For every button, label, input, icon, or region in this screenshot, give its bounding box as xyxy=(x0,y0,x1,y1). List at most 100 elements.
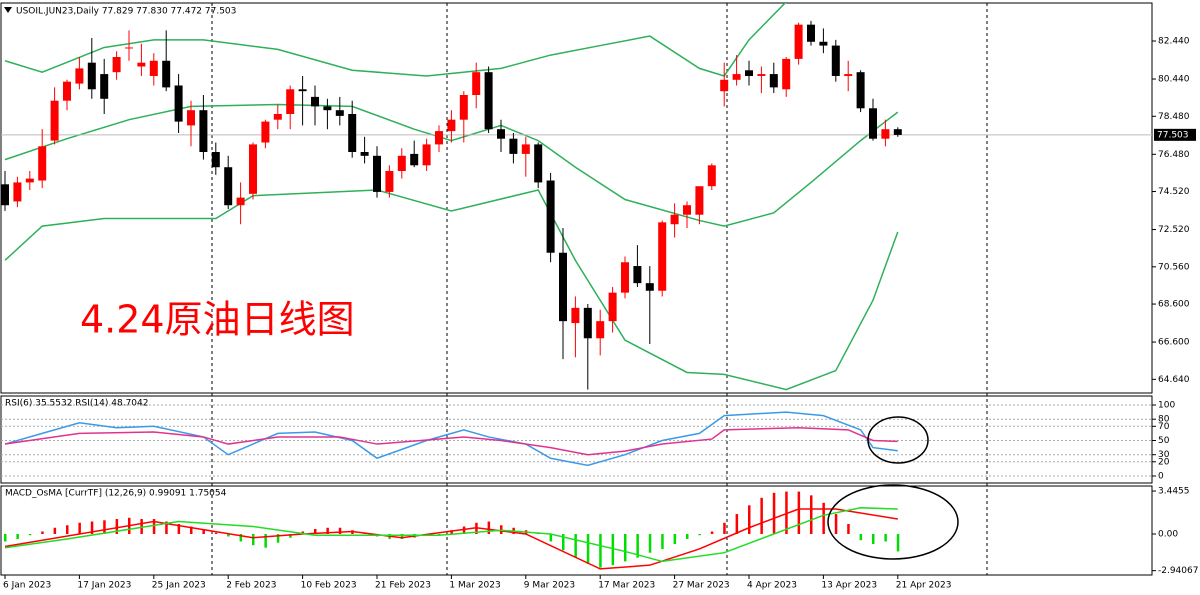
candle-body xyxy=(459,94,468,120)
candle-body xyxy=(50,100,59,141)
candle-body xyxy=(794,24,803,59)
y-tick-label: 100 xyxy=(1158,401,1175,411)
candle-body xyxy=(757,74,766,76)
histogram-bar xyxy=(289,533,292,538)
chart-title: USOIL.JUN23,Daily 77.829 77.830 77.472 7… xyxy=(16,7,236,17)
candle-body xyxy=(199,110,208,153)
y-tick-label: 80.440 xyxy=(1158,75,1190,85)
y-tick-label: 0 xyxy=(1158,472,1164,482)
candle-body xyxy=(335,110,344,116)
candle-body xyxy=(720,79,729,92)
x-tick-label: 21 Apr 2023 xyxy=(896,581,952,591)
histogram-bar xyxy=(599,533,602,568)
histogram-bar xyxy=(140,519,143,534)
candle-body xyxy=(707,165,716,187)
histogram-bar xyxy=(66,525,69,534)
y-tick-label: 78.480 xyxy=(1158,112,1190,122)
candle-body xyxy=(1,184,9,206)
histogram-bar xyxy=(165,521,168,534)
y-tick-label: 74.520 xyxy=(1158,187,1190,197)
panel-title: MACD_OsMA [CurrTF] (12,26,9) 0.99091 1.7… xyxy=(5,489,227,499)
histogram-bar xyxy=(314,529,317,534)
x-tick-label: 13 Apr 2023 xyxy=(821,581,877,591)
histogram-bar xyxy=(90,521,94,534)
candle-body xyxy=(472,72,481,95)
histogram-bar xyxy=(797,491,801,534)
histogram-bar xyxy=(16,533,19,539)
histogram-bar xyxy=(760,497,763,534)
histogram-bar xyxy=(859,533,863,541)
candle-body xyxy=(13,182,22,202)
x-tick-label: 21 Feb 2023 xyxy=(375,581,431,591)
candle-body xyxy=(187,110,195,126)
y-tick-label: 30 xyxy=(1158,450,1170,460)
candle-body xyxy=(745,70,753,76)
histogram-bar xyxy=(338,527,342,534)
x-tick-label: 9 Mar 2023 xyxy=(524,581,575,591)
histogram-bar xyxy=(462,526,466,534)
x-tick-label: 27 Mar 2023 xyxy=(673,581,730,591)
candle-body xyxy=(261,121,270,143)
y-tick-label: 50 xyxy=(1158,436,1170,446)
histogram-bar xyxy=(847,524,850,534)
x-tick-label: 25 Jan 2023 xyxy=(152,581,206,591)
histogram-bar xyxy=(648,533,652,553)
histogram-bar xyxy=(686,533,689,539)
y-tick-label: 72.520 xyxy=(1158,225,1190,235)
histogram-bar xyxy=(586,533,590,564)
histogram-bar xyxy=(748,505,751,534)
histogram-bar xyxy=(202,529,205,534)
candle-body xyxy=(311,96,319,107)
histogram-bar xyxy=(673,533,677,544)
histogram-bar xyxy=(214,532,218,534)
candle-body xyxy=(112,56,121,73)
candle-body xyxy=(521,144,530,154)
histogram-bar xyxy=(252,533,255,546)
candle-body xyxy=(596,321,605,339)
candle-body xyxy=(249,144,257,194)
x-tick-label: 10 Feb 2023 xyxy=(301,581,357,591)
x-tick-label: 4 Apr 2023 xyxy=(747,581,797,591)
y-tick-label: 0.00 xyxy=(1158,529,1178,539)
candle-body xyxy=(819,41,828,46)
candle-body xyxy=(559,252,567,322)
current-price-tag xyxy=(1154,128,1196,141)
candle-body xyxy=(583,307,592,339)
y-tick-label: 70 xyxy=(1158,422,1170,432)
y-tick-label: 82.440 xyxy=(1158,37,1190,47)
candle-body xyxy=(621,262,629,293)
rsi-panel xyxy=(0,395,1153,484)
candle-body xyxy=(422,144,431,166)
candle-body xyxy=(348,113,357,153)
histogram-bar xyxy=(326,527,329,534)
candle-body xyxy=(435,131,443,145)
candle-body xyxy=(856,72,865,109)
y-tick-label: 80 xyxy=(1158,415,1170,425)
candle-body xyxy=(645,283,654,291)
rsi-line xyxy=(4,411,898,467)
candle-body xyxy=(782,58,791,90)
histogram-bar xyxy=(115,519,119,534)
histogram-bar xyxy=(400,533,404,539)
histogram-bar xyxy=(28,533,32,536)
candle-body xyxy=(174,85,183,122)
macd-line xyxy=(4,507,898,563)
y-tick-label: 70.560 xyxy=(1158,262,1190,272)
histogram-bar xyxy=(772,492,776,534)
histogram-bar xyxy=(239,533,243,542)
candle-body xyxy=(509,138,518,154)
histogram-bar xyxy=(450,530,453,534)
histogram-bar xyxy=(549,533,553,542)
histogram-bar xyxy=(735,514,739,534)
rsi-line xyxy=(4,426,898,456)
histogram-bar xyxy=(872,533,875,544)
y-tick-label: 68.600 xyxy=(1158,300,1190,310)
y-tick-label: 20 xyxy=(1158,457,1170,467)
candle-body xyxy=(63,81,71,101)
candle-body xyxy=(38,146,47,181)
highlight-circle xyxy=(827,484,959,560)
candle-body xyxy=(273,113,282,120)
histogram-bar xyxy=(487,521,491,534)
